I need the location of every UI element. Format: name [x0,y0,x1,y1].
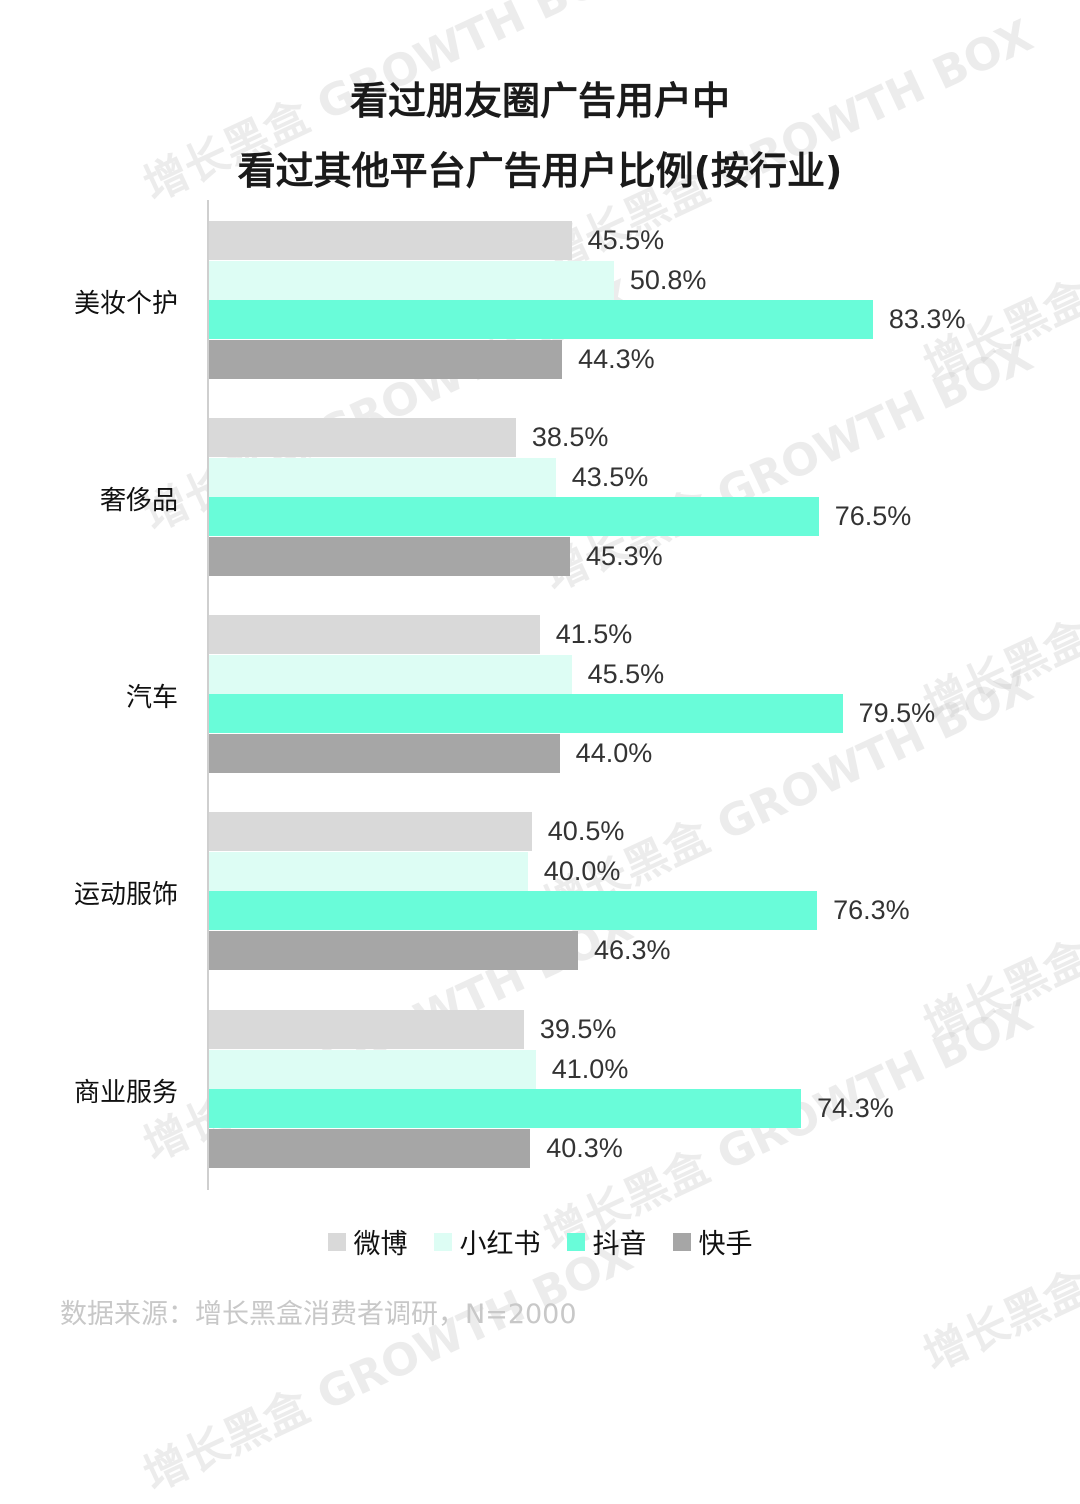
bar-value-label: 39.5% [539,1014,617,1044]
legend-label: 微博 [353,1229,408,1260]
bar [209,457,556,497]
legend-swatch [327,1232,346,1251]
bar-value-label: 40.0% [543,855,621,886]
bar [209,339,563,379]
bar [209,1049,536,1089]
legend-swatch [433,1232,452,1251]
bar-value-label: 50.8% [629,264,707,295]
legend-swatch [672,1232,691,1251]
bar [209,221,572,260]
legend-label: 快手 [698,1229,753,1260]
bar [209,1128,531,1168]
bar-value-label: 38.5% [531,422,609,452]
legend-item-weibo: 微博 [327,1222,408,1261]
bar-value-label: 74.3% [817,1093,894,1123]
category-label: 商业服务 [73,1078,178,1108]
legend-swatch [566,1232,585,1251]
chart-title-line1: 看过朋友圈广告用户中 [349,79,730,123]
bar-value-label: 44.3% [578,343,655,374]
bar-value-label: 44.0% [575,737,653,768]
bar [209,930,578,970]
bar [209,654,572,694]
bar [209,812,532,851]
category-label: 美妆个护 [73,289,178,319]
bar-value-label: 41.5% [555,619,633,649]
category-label: 汽车 [125,683,178,713]
bar-value-label: 41.0% [551,1053,629,1084]
bar-value-label: 76.3% [833,895,910,925]
bar [209,300,873,339]
data-source: 数据来源：增长黑盒消费者调研，N=2000 [60,1299,577,1330]
y-axis-line [207,200,209,1190]
bar [209,418,516,457]
bar-value-label: 79.5% [858,698,936,728]
category-label: 奢侈品 [99,486,178,516]
bar [209,694,843,733]
bar [209,733,560,773]
bar [209,891,818,930]
category-label: 运动服饰 [73,880,178,910]
bar [209,851,528,891]
legend: 微博 小红书 抖音 快手 [0,1222,1080,1261]
chart-title-line2: 看过其他平台广告用户比例(按行业) [237,149,843,193]
legend-item-xiaohongshu: 小红书 [433,1222,541,1261]
bar-value-label: 45.3% [586,540,663,571]
bar-value-label: 45.5% [587,658,665,689]
legend-label: 小红书 [459,1229,541,1260]
bar-value-label: 83.3% [888,304,966,334]
bar-value-label: 40.3% [546,1132,623,1163]
bar [209,1010,524,1049]
legend-item-kuaishou: 快手 [672,1222,753,1261]
bar [209,1089,802,1128]
bar-value-label: 40.5% [547,816,625,846]
bar-value-label: 46.3% [594,934,671,965]
bar-value-label: 76.5% [834,501,912,531]
watermark: 增长黑盒 GROWTH BOX [136,1230,641,1502]
bar-value-label: 45.5% [587,225,665,255]
bar-value-label: 43.5% [571,461,649,492]
legend-label: 抖音 [592,1229,647,1260]
bar [209,497,819,536]
bar [209,615,540,654]
bar [209,536,571,576]
legend-item-douyin: 抖音 [566,1222,647,1261]
bar [209,260,614,300]
